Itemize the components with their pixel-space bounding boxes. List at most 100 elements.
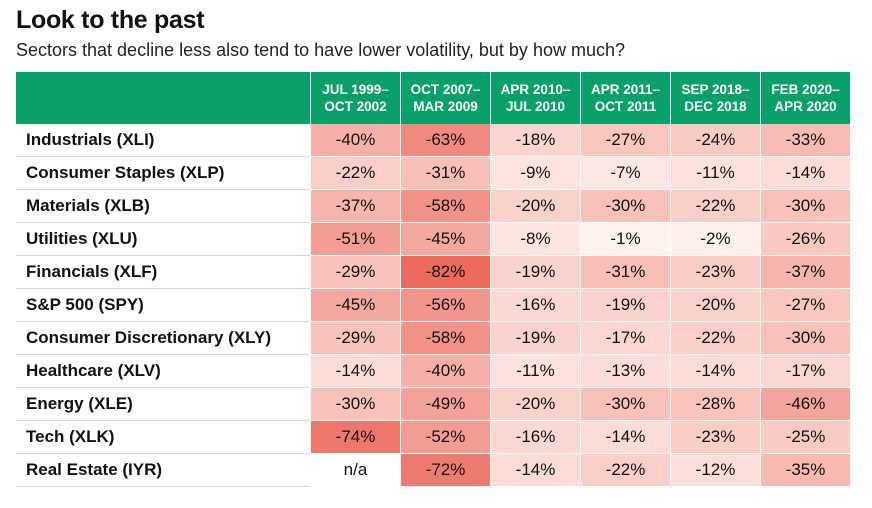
value-cell: -26% <box>760 223 850 256</box>
column-header-line: APR 2020 <box>774 99 837 114</box>
value-cell: -14% <box>760 157 850 190</box>
value-cell: -22% <box>580 454 670 487</box>
value-cell: -31% <box>580 256 670 289</box>
value-cell: -33% <box>760 124 850 157</box>
column-header: APR 2010– JUL 2010 <box>490 72 580 124</box>
value-cell: -11% <box>670 157 760 190</box>
value-cell: -40% <box>400 355 490 388</box>
row-label: Energy (XLE) <box>16 388 310 421</box>
value-cell: -20% <box>490 190 580 223</box>
value-cell: -49% <box>400 388 490 421</box>
value-cell: -37% <box>310 190 400 223</box>
value-cell: -37% <box>760 256 850 289</box>
value-cell: -1% <box>580 223 670 256</box>
value-cell: -29% <box>310 256 400 289</box>
chart-title: Look to the past <box>16 6 205 34</box>
value-cell: -58% <box>400 190 490 223</box>
value-cell: -22% <box>310 157 400 190</box>
row-label: S&P 500 (SPY) <box>16 289 310 322</box>
value-cell: -23% <box>670 256 760 289</box>
value-cell: -45% <box>310 289 400 322</box>
column-header-line: APR 2011– <box>590 82 661 97</box>
table-row: Energy (XLE) -30% -49% -20% -30% -28% -46% <box>16 388 850 421</box>
value-cell: -82% <box>400 256 490 289</box>
column-header: SEP 2018– DEC 2018 <box>670 72 760 124</box>
column-header: OCT 2007– MAR 2009 <box>400 72 490 124</box>
column-header: FEB 2020– APR 2020 <box>760 72 850 124</box>
value-cell: -30% <box>760 190 850 223</box>
value-cell: -35% <box>760 454 850 487</box>
value-cell: -14% <box>310 355 400 388</box>
table-row: S&P 500 (SPY) -45% -56% -16% -19% -20% -27% <box>16 289 850 322</box>
value-cell: -56% <box>400 289 490 322</box>
value-cell: -20% <box>490 388 580 421</box>
value-cell: -58% <box>400 322 490 355</box>
table-row: Healthcare (XLV) -14% -40% -11% -13% -14% -17% <box>16 355 850 388</box>
value-cell: -20% <box>670 289 760 322</box>
header-row: JUL 1999– OCT 2002 OCT 2007– MAR 2009 APR 20… <box>16 72 850 124</box>
header-blank <box>16 72 310 124</box>
value-cell: -72% <box>400 454 490 487</box>
value-cell: -25% <box>760 421 850 454</box>
value-cell: -27% <box>760 289 850 322</box>
value-cell: -14% <box>490 454 580 487</box>
value-cell: -17% <box>580 322 670 355</box>
value-cell: -74% <box>310 421 400 454</box>
table-row: Utilities (XLU) -51% -45% -8% -1% -2% -26% <box>16 223 850 256</box>
row-label: Tech (XLK) <box>16 421 310 454</box>
row-label: Industrials (XLI) <box>16 124 310 157</box>
value-cell: -28% <box>670 388 760 421</box>
column-header-line: OCT 2007– <box>410 82 481 97</box>
value-cell: -23% <box>670 421 760 454</box>
table-body: Industrials (XLI) -40% -63% -18% -27% -24% -33… <box>16 124 850 487</box>
column-header-line: SEP 2018– <box>681 82 750 97</box>
table-row: Financials (XLF) -29% -82% -19% -31% -23% -37% <box>16 256 850 289</box>
value-cell: -16% <box>490 289 580 322</box>
value-cell: -22% <box>670 190 760 223</box>
column-header-line: OCT 2002 <box>324 99 387 114</box>
row-label: Financials (XLF) <box>16 256 310 289</box>
value-cell: -30% <box>580 388 670 421</box>
row-label: Real Estate (IYR) <box>16 454 310 487</box>
value-cell: -46% <box>760 388 850 421</box>
value-cell: -12% <box>670 454 760 487</box>
value-cell: -51% <box>310 223 400 256</box>
row-label: Healthcare (XLV) <box>16 355 310 388</box>
table-row: Tech (XLK) -74% -52% -16% -14% -23% -25% <box>16 421 850 454</box>
chart-subtitle: Sectors that decline less also tend to h… <box>16 40 625 60</box>
row-label: Consumer Staples (XLP) <box>16 157 310 190</box>
value-cell: -45% <box>400 223 490 256</box>
returns-table: JUL 1999– OCT 2002 OCT 2007– MAR 2009 APR 20… <box>16 72 850 487</box>
value-cell: -63% <box>400 124 490 157</box>
value-cell: -7% <box>580 157 670 190</box>
column-header-line: OCT 2011 <box>594 99 657 114</box>
column-header-line: JUL 1999– <box>322 82 389 97</box>
value-cell: -30% <box>760 322 850 355</box>
column-header-line: MAR 2009 <box>413 99 478 114</box>
value-cell: -27% <box>580 124 670 157</box>
value-cell: -11% <box>490 355 580 388</box>
column-header-line: APR 2010– <box>500 82 571 97</box>
value-cell: -19% <box>490 322 580 355</box>
row-label: Utilities (XLU) <box>16 223 310 256</box>
value-cell: -22% <box>670 322 760 355</box>
table-row: Materials (XLB) -37% -58% -20% -30% -22% -30% <box>16 190 850 223</box>
value-cell: -14% <box>580 421 670 454</box>
column-header: JUL 1999– OCT 2002 <box>310 72 400 124</box>
table-row: Real Estate (IYR) n/a -72% -14% -22% -12% -35% <box>16 454 850 487</box>
table-row: Industrials (XLI) -40% -63% -18% -27% -24% -33… <box>16 124 850 157</box>
value-cell: -17% <box>760 355 850 388</box>
value-cell: -40% <box>310 124 400 157</box>
column-header-line: DEC 2018 <box>684 99 747 114</box>
value-cell: -16% <box>490 421 580 454</box>
table-row: Consumer Staples (XLP) -22% -31% -9% -7% -11%… <box>16 157 850 190</box>
value-cell: -18% <box>490 124 580 157</box>
value-cell: -24% <box>670 124 760 157</box>
value-cell: -29% <box>310 322 400 355</box>
value-cell: -30% <box>310 388 400 421</box>
value-cell: -19% <box>490 256 580 289</box>
row-label: Consumer Discretionary (XLY) <box>16 322 310 355</box>
column-header-line: JUL 2010 <box>505 99 566 114</box>
value-cell: -19% <box>580 289 670 322</box>
value-cell: -2% <box>670 223 760 256</box>
